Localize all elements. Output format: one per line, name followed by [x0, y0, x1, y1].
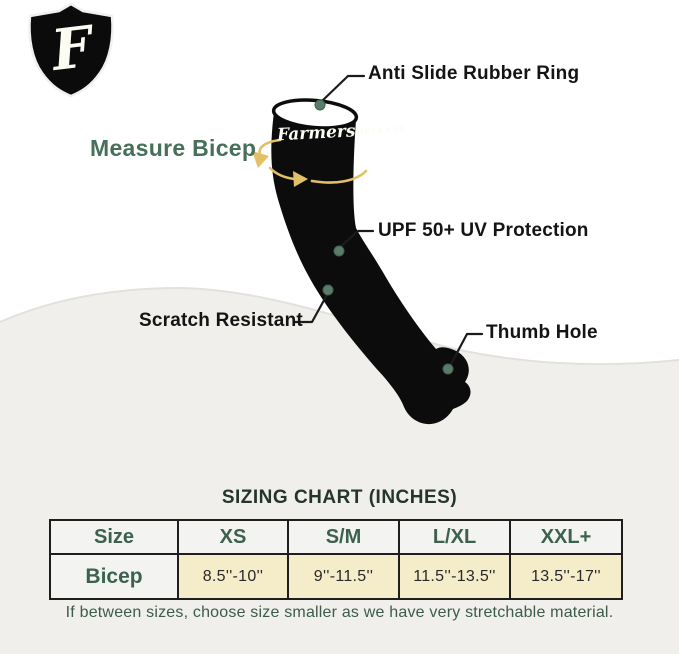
sleeve-body [271, 112, 471, 425]
sleeve-brand-caps: DEFENSE [357, 124, 407, 137]
sleeve-brand-script: Farmers [276, 121, 356, 146]
sizing-table: Size XS S/M L/XL XXL+ Bicep 8.5''-10'' 9… [49, 519, 623, 600]
scratch-line [292, 291, 330, 324]
sleeve-opening [271, 98, 359, 130]
sizing-value-sm: 9''-11.5'' [289, 555, 400, 598]
thumb-line [448, 332, 484, 368]
callout-dots [314, 99, 454, 375]
callout-anti-slide-label: Anti Slide Rubber Ring [368, 63, 580, 84]
arm-sleeve-illustration [271, 98, 471, 425]
wave-edge [0, 286, 679, 366]
upf-line [338, 229, 375, 249]
sizing-col-header-sm: S/M [289, 521, 400, 555]
upf-dot-icon [333, 245, 345, 257]
sizing-chart-title: SIZING CHART (INCHES) [221, 487, 458, 508]
sizing-row-label-bicep: Bicep [51, 555, 179, 598]
callout-thumb-label: Thumb Hole [486, 322, 598, 343]
anti-slide-line [320, 74, 366, 103]
brand-shield-icon: F [28, 2, 114, 98]
scratch-dot-icon [322, 284, 334, 296]
measure-arrow-icon [252, 138, 368, 187]
sizing-value-xs: 8.5''-10'' [179, 555, 289, 598]
sizing-col-header-xs: XS [179, 521, 289, 555]
anti-slide-dot-icon [314, 99, 326, 111]
callout-scratch-label: Scratch Resistant [139, 310, 303, 331]
callout-upf-label: UPF 50+ UV Protection [378, 220, 589, 241]
sizing-col-header-size: Size [51, 521, 179, 555]
callout-measure-bicep-label: Measure Bicep [90, 135, 257, 161]
sizing-col-header-lxl: L/XL [400, 521, 511, 555]
sizing-value-lxl: 11.5''-13.5'' [400, 555, 511, 598]
sizing-col-header-xxl: XXL+ [511, 521, 621, 555]
callout-lines [292, 74, 484, 368]
sizing-value-xxl: 13.5''-17'' [511, 555, 621, 598]
thumb-dot-icon [442, 363, 454, 375]
sizing-note: If between sizes, choose size smaller as… [65, 604, 614, 621]
